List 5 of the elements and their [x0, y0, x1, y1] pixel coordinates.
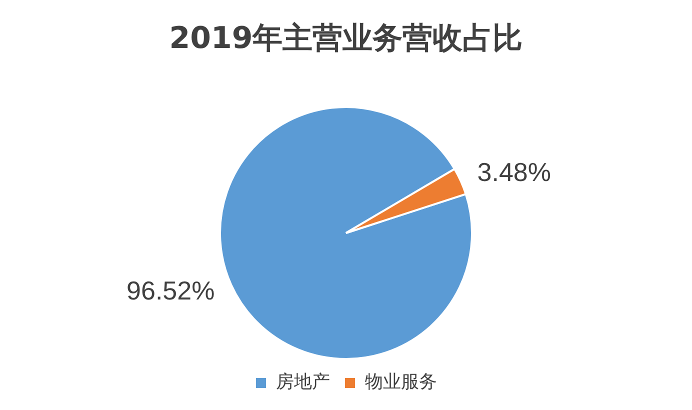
data-label: 96.52% [126, 275, 215, 306]
data-label: 3.48% [477, 156, 552, 187]
legend-label: 物业服务 [365, 372, 437, 393]
legend-label: 房地产 [276, 372, 330, 393]
chart-title: 2019年主营业务营收占比 [169, 20, 523, 56]
